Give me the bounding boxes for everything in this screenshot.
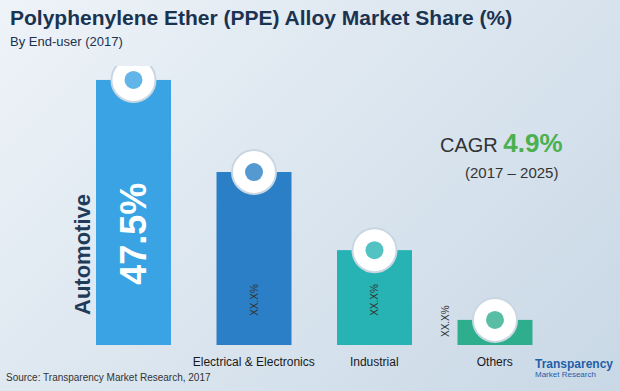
- html-text:Transparency: Transparency: [535, 357, 613, 371]
- svg-text:Automotive: Automotive: [70, 194, 95, 315]
- svg-text:Others: Others: [477, 355, 513, 369]
- svg-text:XX.X%: XX.X%: [369, 284, 380, 316]
- svg-text:XX.X%: XX.X%: [249, 284, 260, 316]
- svg-text:XX.X%: XX.X%: [440, 305, 451, 337]
- svg-text:Electrical & Electronics: Electrical & Electronics: [193, 355, 315, 369]
- html-text:By End-user (2017): By End-user (2017): [10, 34, 123, 49]
- svg-text:47.5%: 47.5%: [113, 183, 154, 285]
- html-text:CAGR 4.9%: CAGR 4.9%: [440, 128, 563, 158]
- html-text:Source: Transparency Market Re: Source: Transparency Market Research, 20…: [6, 372, 211, 383]
- html-text:(2017 – 2025): (2017 – 2025): [465, 164, 559, 181]
- html-text:Polyphenylene Ether (PPE) Allo: Polyphenylene Ether (PPE) Alloy Market S…: [10, 6, 513, 29]
- svg-text:Industrial: Industrial: [350, 355, 399, 369]
- html-text:Market Research: Market Research: [535, 370, 596, 380]
